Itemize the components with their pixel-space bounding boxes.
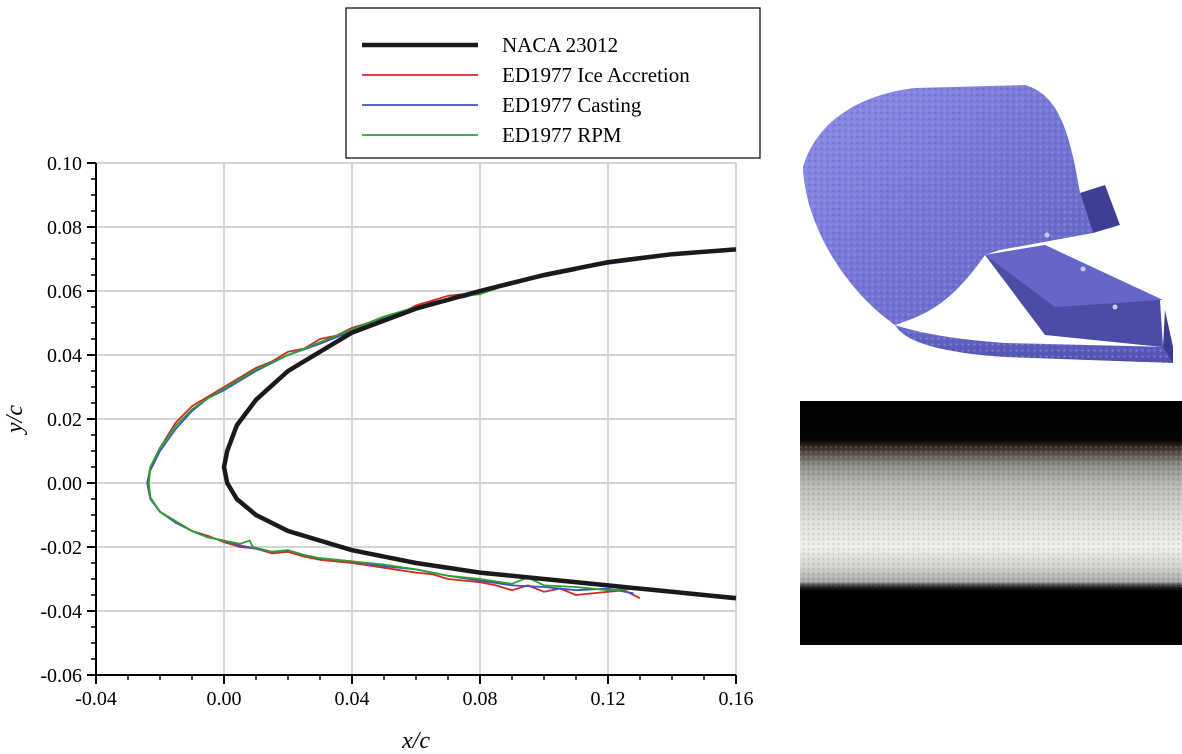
x-axis-title: x/c: [401, 728, 430, 754]
tick-labels: -0.04 0.00 0.04 0.08 0.12 0.16-0.06-0.04-0.02…: [40, 153, 753, 710]
series-line-0: [221, 247, 737, 601]
y-tick-label: -0.02: [40, 537, 82, 559]
series-layer: [146, 247, 737, 601]
x-tick-label: 0.12: [591, 688, 626, 710]
x-tick-label: 0.00: [207, 688, 242, 710]
y-tick-label: 0.08: [47, 217, 82, 239]
ice-casting-photo: [800, 401, 1182, 645]
legend-box: [345, 7, 761, 159]
legend-label: NACA 23012: [502, 33, 618, 57]
series-line-1: [146, 290, 641, 600]
y-tick-label: -0.04: [40, 601, 82, 623]
y-tick-label: 0.04: [47, 345, 82, 367]
ticks: [87, 162, 737, 684]
legend-label: ED1977 Casting: [502, 93, 642, 117]
y-tick-label: 0.00: [47, 473, 82, 495]
x-tick-label: 0.04: [335, 688, 370, 710]
y-axis-title: y/c: [2, 405, 28, 435]
y-tick-label: 0.10: [47, 153, 82, 175]
x-tick-label: -0.04: [75, 688, 117, 710]
y-tick-label: 0.06: [47, 281, 82, 303]
legend-label: ED1977 Ice Accretion: [502, 63, 690, 87]
x-tick-label: 0.16: [719, 688, 754, 710]
y-tick-label: 0.02: [47, 409, 82, 431]
legend-label: ED1977 RPM: [502, 123, 622, 147]
legend: NACA 23012 ED1977 Ice Accretion ED1977 Cas…: [345, 7, 761, 159]
x-tick-label: 0.08: [463, 688, 498, 710]
y-tick-label: -0.06: [40, 665, 82, 687]
series-line-3: [147, 269, 737, 598]
grid-lines: [96, 162, 737, 675]
ice-model-3d-image: [803, 85, 1173, 363]
